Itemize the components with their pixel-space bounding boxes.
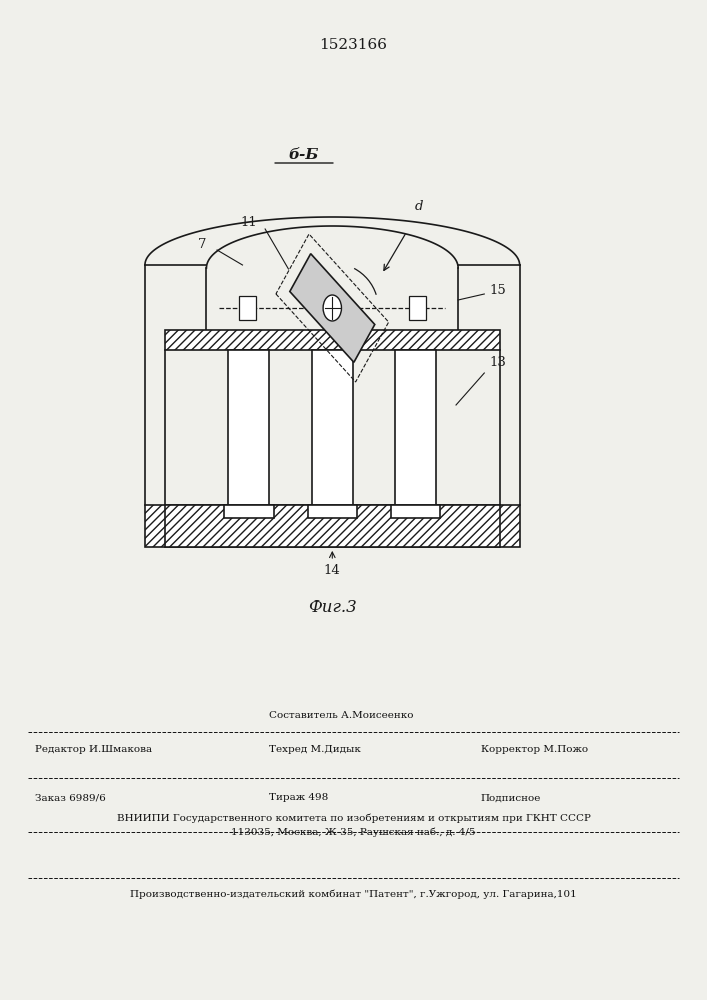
Bar xyxy=(409,296,426,320)
Bar xyxy=(395,350,436,505)
Text: Заказ 6989/6: Заказ 6989/6 xyxy=(35,794,106,802)
Bar xyxy=(165,505,500,547)
Text: 7: 7 xyxy=(198,237,206,250)
Bar xyxy=(239,296,256,320)
Text: 113035, Москва, Ж-35, Раушская наб., д. 4/5: 113035, Москва, Ж-35, Раушская наб., д. … xyxy=(231,827,476,837)
Text: 11: 11 xyxy=(240,216,257,229)
Text: Корректор М.Пожо: Корректор М.Пожо xyxy=(481,746,588,754)
Polygon shape xyxy=(290,254,375,362)
Bar xyxy=(228,350,269,505)
Bar xyxy=(391,505,440,518)
Bar xyxy=(224,505,274,518)
Text: Фиг.3: Фиг.3 xyxy=(308,598,356,615)
Text: d: d xyxy=(414,200,423,214)
Text: Тираж 498: Тираж 498 xyxy=(269,794,328,802)
Text: Техред М.Дидык: Техред М.Дидык xyxy=(269,746,361,754)
Bar xyxy=(165,330,500,350)
Circle shape xyxy=(323,295,341,321)
Bar xyxy=(308,505,357,518)
Text: 15: 15 xyxy=(489,284,506,296)
Text: ВНИИПИ Государственного комитета по изобретениям и открытиям при ГКНТ СССР: ВНИИПИ Государственного комитета по изоб… xyxy=(117,813,590,823)
Text: б-Б: б-Б xyxy=(289,148,319,162)
Text: Производственно-издательский комбинат "Патент", г.Ужгород, ул. Гагарина,101: Производственно-издательский комбинат "П… xyxy=(130,889,577,899)
Text: Составитель А.Моисеенко: Составитель А.Моисеенко xyxy=(269,710,413,720)
Bar xyxy=(312,350,353,505)
Text: 14: 14 xyxy=(324,564,341,576)
Text: Подписное: Подписное xyxy=(481,794,541,802)
Text: Редактор И.Шмакова: Редактор И.Шмакова xyxy=(35,746,153,754)
Text: 1523166: 1523166 xyxy=(320,38,387,52)
Bar xyxy=(145,505,520,547)
Text: 13: 13 xyxy=(489,356,506,368)
